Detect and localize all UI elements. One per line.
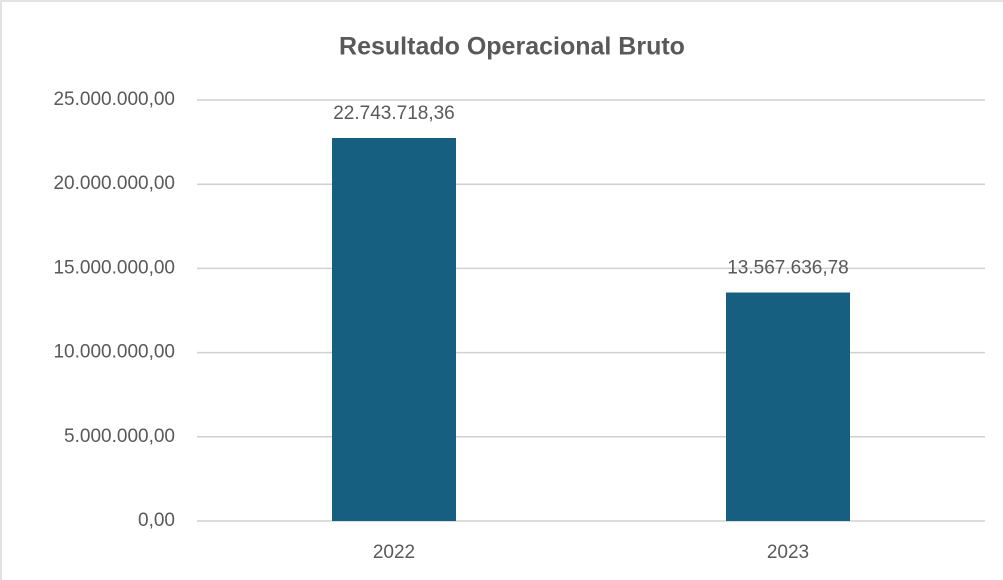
chart-title: Resultado Operacional Bruto <box>339 33 685 61</box>
y-tick-label: 0,00 <box>138 510 175 531</box>
data-label: 13.567.636,78 <box>727 258 849 279</box>
y-tick-label: 25.000.000,00 <box>53 89 175 110</box>
y-tick-label: 5.000.000,00 <box>64 426 175 447</box>
data-label: 22.743.718,36 <box>333 103 455 124</box>
x-tick-label: 2022 <box>373 542 415 563</box>
bar <box>332 137 456 521</box>
y-tick-label: 10.000.000,00 <box>53 342 175 363</box>
bar <box>726 292 850 521</box>
x-tick-label: 2023 <box>767 542 809 563</box>
y-tick-label: 20.000.000,00 <box>53 173 175 194</box>
y-tick-label: 15.000.000,00 <box>53 257 175 278</box>
